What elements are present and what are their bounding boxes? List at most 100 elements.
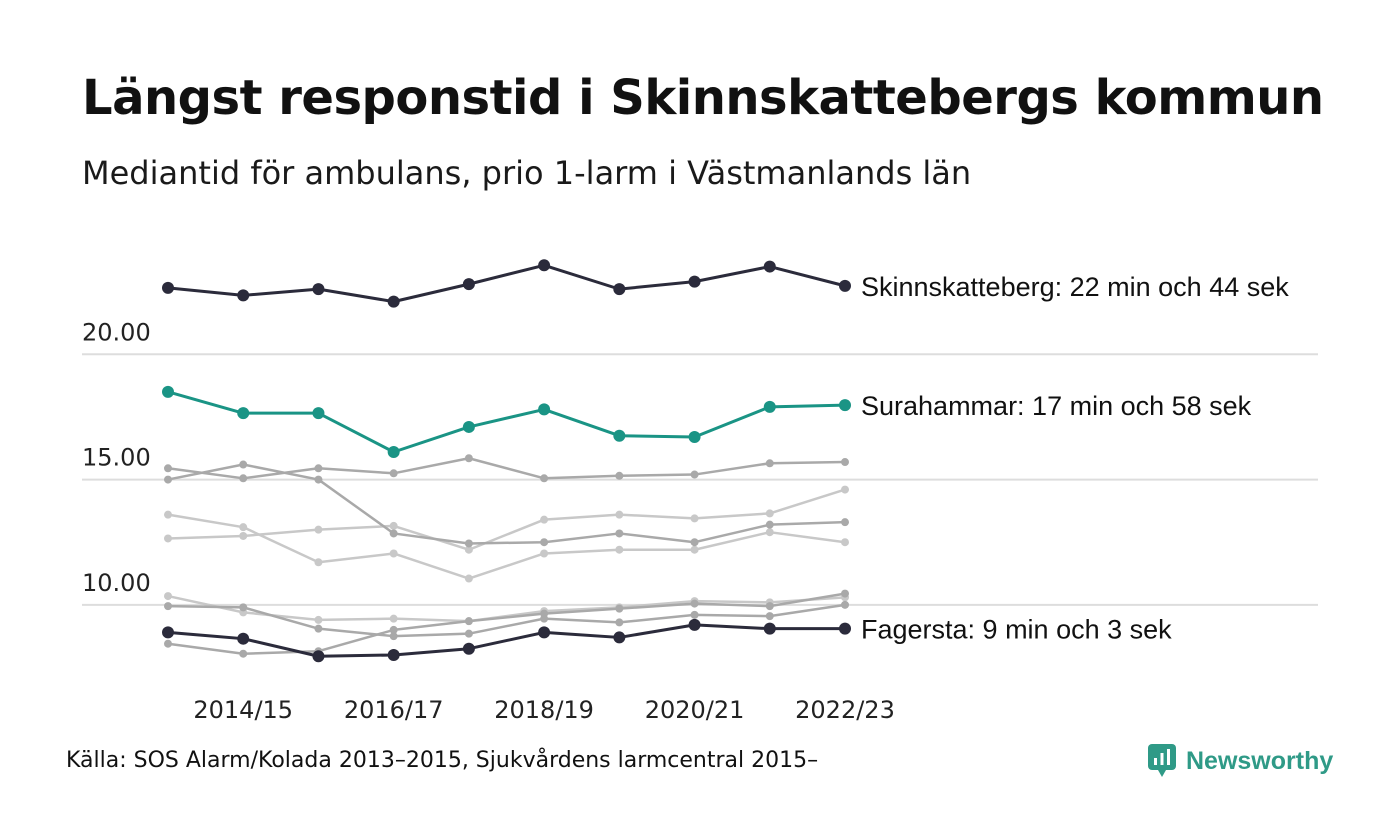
data-point xyxy=(690,470,699,479)
data-point xyxy=(164,592,172,601)
y-axis-ticks: 10.00 15.00 20.00 xyxy=(82,318,151,597)
data-point xyxy=(765,459,774,468)
end-label-surahammar: Surahammar: 17 min och 58 sek xyxy=(861,391,1252,421)
newsworthy-logo-icon xyxy=(1148,744,1176,777)
data-point xyxy=(538,259,551,272)
data-point xyxy=(688,430,701,443)
series-skinnskatteberg xyxy=(162,259,851,308)
background-series xyxy=(164,454,849,658)
data-point xyxy=(540,549,549,558)
y-tick-label: 10.00 xyxy=(82,569,151,597)
data-point xyxy=(312,650,325,663)
highlighted-series xyxy=(162,259,851,663)
data-point xyxy=(462,420,475,433)
data-point xyxy=(162,385,174,398)
series-gray-4 xyxy=(164,460,849,548)
data-point xyxy=(389,521,398,530)
data-point xyxy=(540,538,549,547)
series-line xyxy=(166,457,847,480)
data-point xyxy=(765,612,774,621)
chart-subtitle: Mediantid för ambulans, prio 1-larm i Vä… xyxy=(82,154,972,192)
end-label-fagersta: Fagersta: 9 min och 3 sek xyxy=(861,615,1172,645)
series-line xyxy=(166,592,847,655)
data-point xyxy=(239,603,248,612)
data-point xyxy=(164,534,172,543)
data-point xyxy=(540,609,549,618)
data-point xyxy=(314,475,323,484)
data-point xyxy=(690,545,699,554)
data-point xyxy=(464,617,473,626)
series-line xyxy=(166,623,847,658)
data-point xyxy=(841,600,849,609)
series-line xyxy=(166,390,847,454)
y-tick-label: 20.00 xyxy=(82,318,151,346)
data-point xyxy=(765,520,774,529)
data-point xyxy=(615,545,624,554)
data-point xyxy=(239,649,248,658)
data-point xyxy=(314,525,323,534)
data-point xyxy=(164,475,172,484)
x-tick-label: 2020/21 xyxy=(645,696,745,724)
data-point xyxy=(387,295,400,308)
data-point xyxy=(765,528,774,537)
series-fagersta xyxy=(162,618,851,663)
data-point xyxy=(389,614,398,623)
series-gray-2 xyxy=(164,592,849,626)
series-line xyxy=(166,463,847,545)
data-point xyxy=(389,529,398,538)
data-point xyxy=(841,589,849,598)
x-tick-label: 2014/15 xyxy=(193,696,293,724)
data-point xyxy=(841,518,849,527)
source-note: Källa: SOS Alarm/Kolada 2013–2015, Sjukv… xyxy=(66,748,819,773)
data-point xyxy=(538,403,551,416)
x-tick-label: 2016/17 xyxy=(344,696,444,724)
x-tick-label: 2018/19 xyxy=(494,696,594,724)
series-gray-1 xyxy=(164,485,849,554)
data-point xyxy=(389,469,398,478)
data-point xyxy=(389,549,398,558)
data-point xyxy=(839,399,851,412)
data-point xyxy=(239,531,248,540)
series-end-labels: Fagersta: 9 min och 3 sek Surahammar: 17 … xyxy=(861,272,1289,645)
series-line xyxy=(166,603,847,638)
data-point xyxy=(690,514,699,523)
series-gray-5 xyxy=(164,600,849,641)
chart-title: Längst responstid i Skinnskattebergs kom… xyxy=(82,70,1324,126)
data-point xyxy=(314,464,323,473)
data-point xyxy=(164,510,172,519)
data-point xyxy=(613,631,626,644)
data-point xyxy=(613,429,626,442)
data-point xyxy=(164,602,172,611)
series-gray-0 xyxy=(164,510,849,583)
data-point xyxy=(464,545,473,554)
data-point xyxy=(239,474,248,483)
data-point xyxy=(615,510,624,519)
data-point xyxy=(763,622,776,635)
data-point xyxy=(314,624,323,633)
data-point xyxy=(540,515,549,524)
data-point xyxy=(690,599,699,608)
data-point xyxy=(841,485,849,494)
newsworthy-logo: Newsworthy xyxy=(1148,744,1333,778)
data-point xyxy=(389,625,398,634)
data-point xyxy=(164,464,172,473)
y-tick-label: 15.00 xyxy=(82,444,151,472)
data-point xyxy=(690,538,699,547)
end-label-skinnskatteberg: Skinnskatteberg: 22 min och 44 sek xyxy=(861,272,1289,302)
data-point xyxy=(464,574,473,583)
data-point xyxy=(162,626,174,639)
data-point xyxy=(237,407,250,420)
series-line xyxy=(166,263,847,304)
data-point xyxy=(314,615,323,624)
data-point xyxy=(615,618,624,627)
data-point xyxy=(839,279,851,292)
x-tick-label: 2022/23 xyxy=(795,696,895,724)
data-point xyxy=(464,454,473,463)
data-point xyxy=(615,604,624,613)
data-point xyxy=(615,471,624,480)
series-gray-6 xyxy=(164,589,849,658)
series-line xyxy=(166,513,847,580)
data-point xyxy=(690,610,699,619)
data-point xyxy=(613,283,626,296)
series-line xyxy=(166,488,847,551)
